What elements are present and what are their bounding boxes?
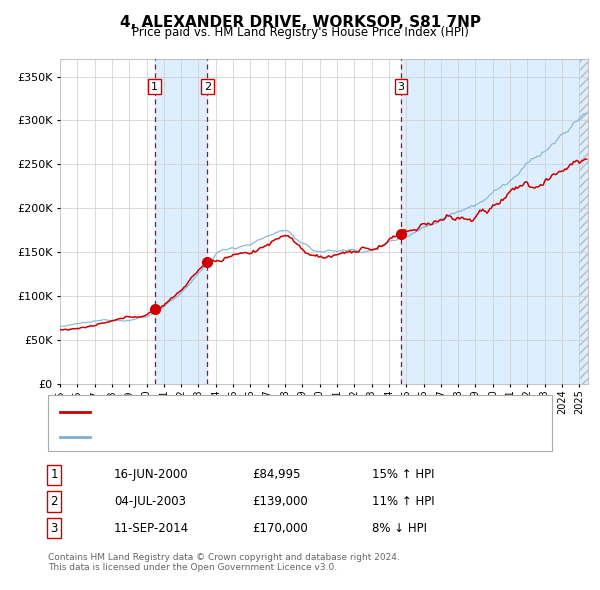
Text: Price paid vs. HM Land Registry's House Price Index (HPI): Price paid vs. HM Land Registry's House …: [131, 26, 469, 39]
Text: 11% ↑ HPI: 11% ↑ HPI: [372, 495, 434, 508]
Text: 4, ALEXANDER DRIVE, WORKSOP, S81 7NP (detached house): 4, ALEXANDER DRIVE, WORKSOP, S81 7NP (de…: [96, 407, 436, 417]
Text: HPI: Average price, detached house, Bassetlaw: HPI: Average price, detached house, Bass…: [96, 432, 359, 442]
Text: 15% ↑ HPI: 15% ↑ HPI: [372, 468, 434, 481]
Text: 2: 2: [204, 81, 211, 91]
Text: £139,000: £139,000: [252, 495, 308, 508]
Bar: [401, 59, 588, 384]
Text: 4, ALEXANDER DRIVE, WORKSOP, S81 7NP: 4, ALEXANDER DRIVE, WORKSOP, S81 7NP: [119, 15, 481, 30]
Text: £170,000: £170,000: [252, 522, 308, 535]
Text: 1: 1: [151, 81, 158, 91]
Text: 2: 2: [50, 495, 58, 508]
Text: 11-SEP-2014: 11-SEP-2014: [114, 522, 189, 535]
Text: 8% ↓ HPI: 8% ↓ HPI: [372, 522, 427, 535]
Text: 04-JUL-2003: 04-JUL-2003: [114, 495, 186, 508]
Text: 1: 1: [50, 468, 58, 481]
Bar: [155, 59, 208, 384]
Text: Contains HM Land Registry data © Crown copyright and database right 2024.: Contains HM Land Registry data © Crown c…: [48, 553, 400, 562]
Text: £84,995: £84,995: [252, 468, 301, 481]
Text: 3: 3: [398, 81, 404, 91]
Text: This data is licensed under the Open Government Licence v3.0.: This data is licensed under the Open Gov…: [48, 563, 337, 572]
Text: 16-JUN-2000: 16-JUN-2000: [114, 468, 188, 481]
Text: 3: 3: [50, 522, 58, 535]
